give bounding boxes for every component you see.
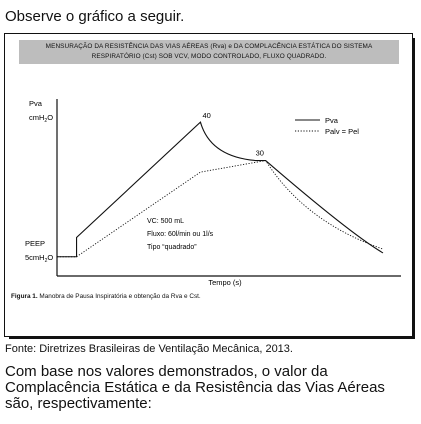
annotation-plateau-pressure: 30	[256, 149, 264, 158]
annotation-peak-pressure: 40	[202, 111, 210, 120]
y-label-top-2a: cmH	[29, 113, 44, 122]
y-label-bottom-1: PEEP	[25, 239, 45, 248]
legend: Pva Palv = Pel	[295, 116, 359, 136]
intro-text: Observe o gráfico a seguir.	[5, 8, 185, 25]
y-label-bottom-2: 5cmH2O	[25, 253, 53, 264]
figure-caption-label: Figura 1.	[11, 293, 38, 300]
y-label-top-2b: O	[47, 113, 53, 122]
ventilation-settings: VC: 500 mL Fluxo: 60l/min ou 1l/s Tipo “…	[147, 218, 214, 251]
legend-label-palv: Palv = Pel	[325, 127, 359, 136]
figure-title-line1: MENSURAÇÃO DA RESISTÊNCIA DAS VIAS AÉREA…	[45, 43, 373, 50]
figure-box: MENSURAÇÃO DA RESISTÊNCIA DAS VIAS AÉREA…	[4, 33, 415, 339]
y-label-bottom-sub: 2	[45, 258, 48, 264]
info-volume: VC: 500 mL	[147, 218, 184, 225]
info-flow: Fluxo: 60l/min ou 1l/s	[147, 231, 214, 238]
figure-shadow-right	[412, 38, 415, 339]
figure-caption: Figura 1. Manobra de Pausa Inspiratória …	[11, 293, 201, 300]
y-label-top-sub: 2	[44, 118, 47, 124]
y-label-top-1: Pva	[29, 99, 43, 108]
figure-title-line2: RESPIRATÓRIO (Cst) SOB VCV, MODO CONTROL…	[91, 53, 327, 60]
series-pva-line	[57, 121, 384, 258]
y-label-top-2: cmH2O	[29, 113, 53, 124]
series-palv-line	[57, 160, 384, 258]
y-label-bottom-2a: 5cmH	[25, 253, 45, 262]
source-text: Fonte: Diretrizes Brasileiras de Ventila…	[5, 343, 293, 355]
y-label-bottom-2b: O	[47, 253, 53, 262]
question-text: Com base nos valores demonstrados, o val…	[5, 363, 385, 412]
figure-title: MENSURAÇÃO DA RESISTÊNCIA DAS VIAS AÉREA…	[19, 40, 399, 64]
figure-shadow-bottom	[9, 336, 415, 339]
x-axis-label: Tempo (s)	[208, 278, 242, 287]
chart-svg: Pva cmH2O PEEP 5cmH2O Tempo (s) 40 30 Pv…	[25, 99, 401, 287]
info-type: Tipo “quadrado”	[147, 244, 197, 251]
legend-label-pva: Pva	[325, 116, 339, 125]
figure-caption-text: Manobra de Pausa Inspiratória e obtenção…	[39, 293, 201, 300]
